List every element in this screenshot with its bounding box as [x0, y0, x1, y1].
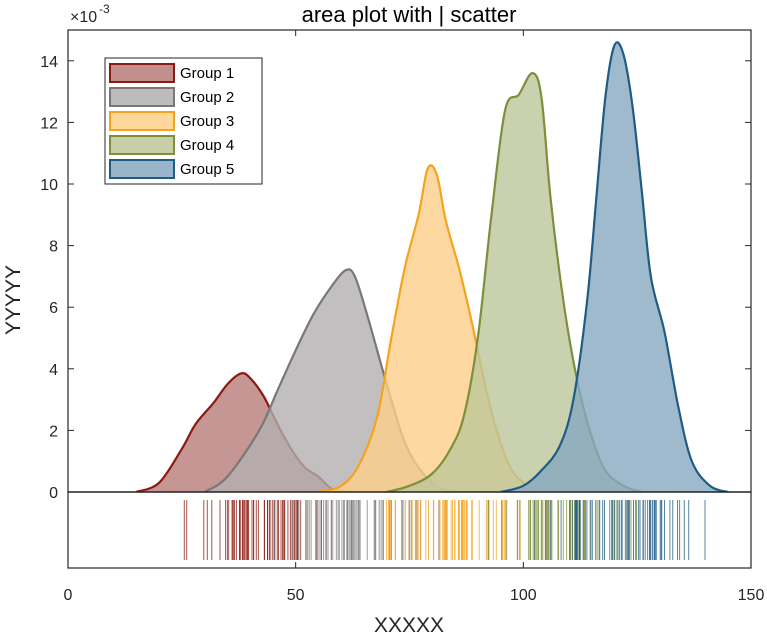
- legend-swatch-group-2: [109, 87, 175, 107]
- x-tick-label: 100: [510, 587, 537, 604]
- y-tick-label: 0: [49, 485, 58, 502]
- y-tick-label: 10: [40, 177, 58, 194]
- x-tick-label: 150: [738, 587, 765, 604]
- area-outline-group-5: [500, 41, 729, 494]
- legend-swatch-group-5: [109, 159, 175, 179]
- y-exponent: ×10 -3: [70, 2, 110, 26]
- y-tick-label: 2: [49, 423, 58, 440]
- y-tick-label: 6: [49, 300, 58, 317]
- rug-scatter-group: [183, 500, 706, 560]
- legend-label-group-1: Group 1: [180, 65, 234, 82]
- area-series-group: [135, 41, 729, 494]
- legend-items: Group 1 Group 2 Group 3 Group 4 Group 5: [109, 63, 234, 179]
- legend-label-group-3: Group 3: [180, 113, 234, 130]
- x-tick-label: 50: [287, 587, 305, 604]
- y-axis: 0 2 4 6 8 10 12 14: [40, 54, 751, 502]
- legend-swatch-group-1: [109, 63, 175, 83]
- chart-title: area plot with | scatter: [302, 2, 517, 27]
- y-tick-label: 12: [40, 115, 58, 132]
- legend-label-group-2: Group 2: [180, 89, 234, 106]
- legend: Group 1 Group 2 Group 3 Group 4 Group 5: [104, 57, 263, 185]
- legend-swatch-group-4: [109, 135, 175, 155]
- area-fill-group-5: [500, 42, 729, 492]
- y-exponent-power: -3: [99, 2, 110, 16]
- y-axis-label: YYYYY: [2, 265, 25, 335]
- x-axis-label: XXXXX: [374, 614, 444, 635]
- legend-swatch-group-3: [109, 111, 175, 131]
- legend-label-group-5: Group 5: [180, 161, 234, 178]
- y-tick-label: 8: [49, 239, 58, 256]
- x-tick-label: 0: [64, 587, 73, 604]
- legend-label-group-4: Group 4: [180, 137, 234, 154]
- y-exponent-base: ×10: [70, 9, 97, 26]
- y-tick-label: 4: [49, 362, 58, 379]
- x-axis: 0 50 100 150: [64, 30, 765, 604]
- y-tick-label: 14: [40, 54, 58, 71]
